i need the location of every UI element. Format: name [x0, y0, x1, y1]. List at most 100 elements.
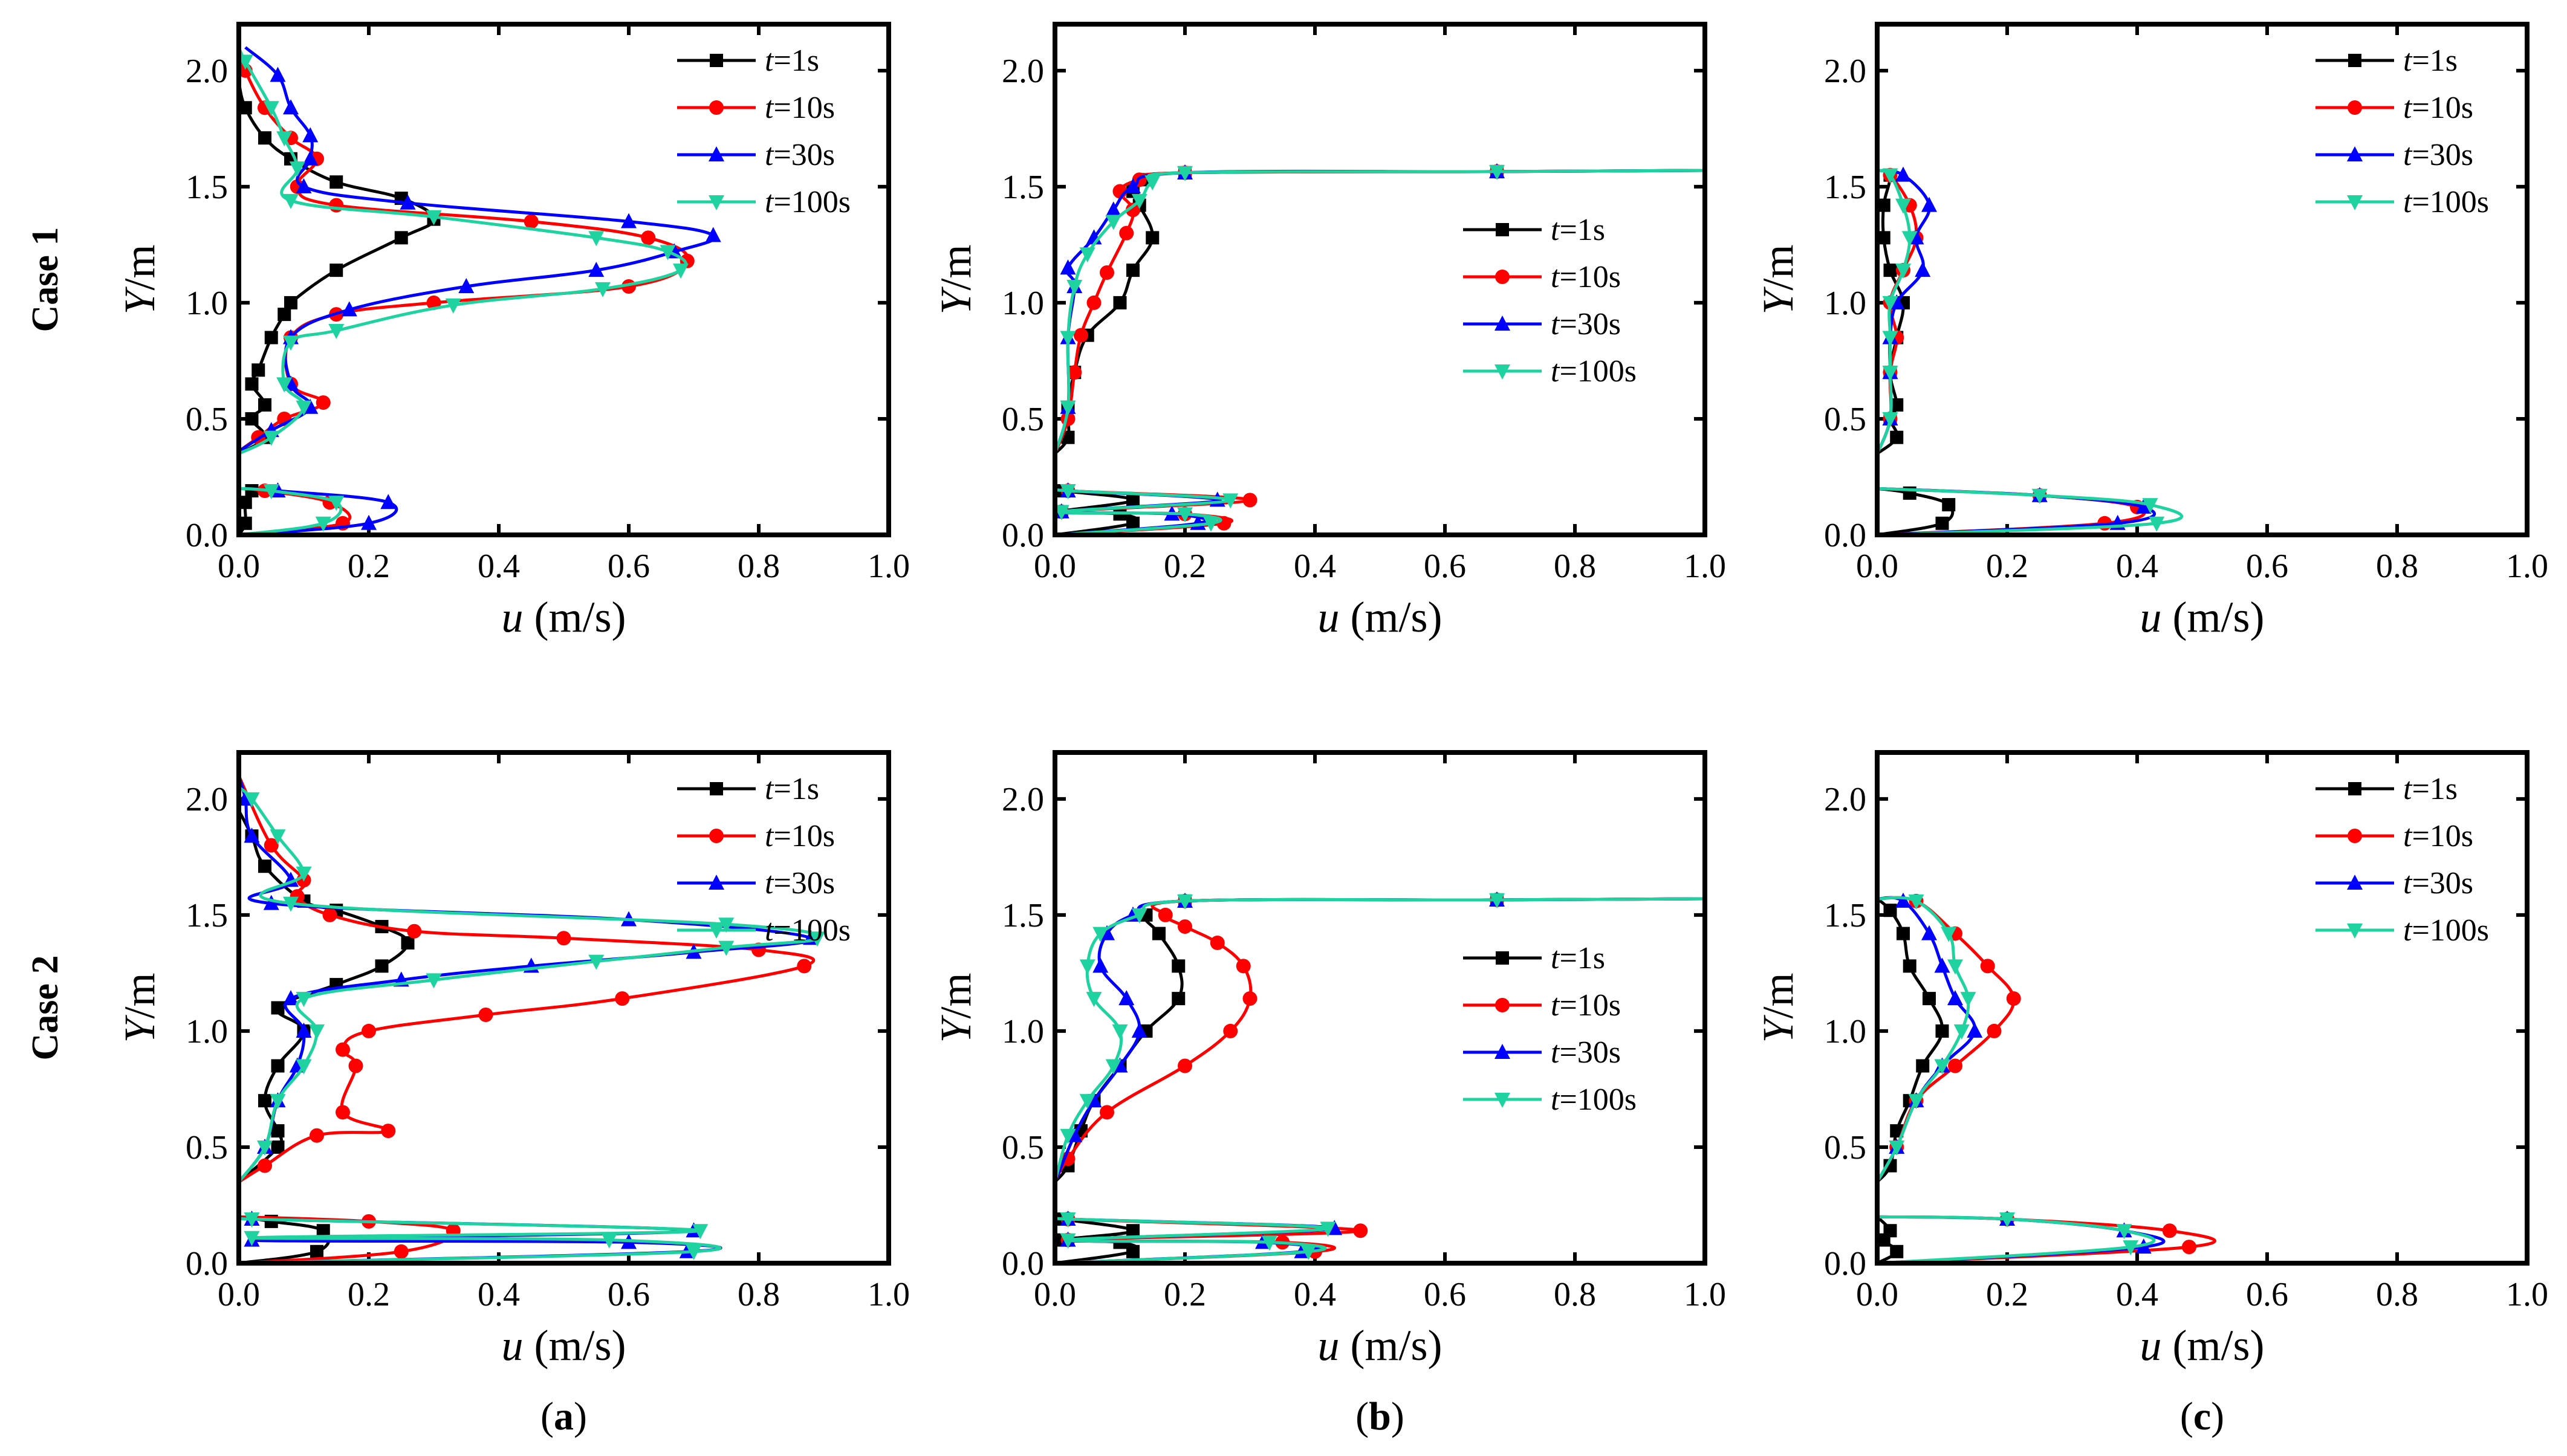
y-tick-label: 0.0	[186, 1245, 228, 1283]
x-tick-label: 0.4	[478, 548, 520, 585]
data-point	[245, 412, 259, 425]
data-point	[1172, 959, 1186, 973]
x-tick-label: 0.6	[1424, 1276, 1466, 1313]
legend-marker	[2348, 782, 2361, 795]
data-point	[1921, 196, 1937, 212]
data-point	[1935, 516, 1949, 530]
data-point	[341, 301, 357, 317]
series-t=100s	[1877, 894, 2156, 1263]
legend-marker	[2347, 195, 2363, 210]
data-point	[2116, 1224, 2132, 1240]
y-tick-label: 2.0	[1002, 781, 1044, 818]
data-point	[296, 866, 312, 882]
data-point	[401, 936, 415, 950]
plot-area	[1055, 891, 1705, 1263]
data-point	[380, 494, 397, 510]
x-tick-label: 0.6	[2246, 548, 2288, 585]
data-point	[478, 1008, 493, 1023]
legend-marker	[709, 100, 724, 115]
data-point	[263, 430, 279, 446]
data-point	[556, 931, 571, 946]
x-tick-label: 0.4	[2116, 548, 2158, 585]
data-point	[1883, 264, 1897, 277]
data-point	[283, 99, 299, 115]
y-tick-label: 0.0	[1824, 1245, 1866, 1283]
legend-label: t=10s	[2403, 91, 2473, 125]
series-line	[239, 47, 690, 453]
legend-item-t=100s: t=100s	[677, 913, 851, 948]
data-point	[276, 131, 293, 147]
legend-marker	[1494, 1093, 1510, 1108]
data-point	[1152, 927, 1166, 940]
data-point	[1203, 516, 1219, 532]
data-point	[1890, 1244, 1904, 1258]
data-point	[271, 1140, 285, 1154]
x-tick-label: 0.2	[1986, 548, 2028, 585]
x-tick-label: 1.0	[1684, 548, 1726, 585]
data-point	[1908, 1094, 1924, 1110]
data-point	[329, 264, 343, 277]
data-point	[296, 992, 312, 1008]
data-point	[1079, 1094, 1095, 1110]
data-point	[258, 1158, 272, 1173]
data-point	[271, 1001, 285, 1015]
data-point	[2162, 1223, 2177, 1238]
data-point	[245, 377, 259, 391]
series-t=30s	[239, 775, 819, 1263]
data-point	[270, 829, 286, 845]
data-point	[322, 907, 337, 922]
data-point	[270, 66, 286, 82]
data-point	[239, 496, 252, 510]
series-t=30s	[1877, 166, 2156, 535]
data-point	[1890, 1124, 1904, 1138]
data-point	[407, 924, 422, 939]
y-axis-title: Y/m	[1754, 244, 1802, 314]
data-point	[1060, 1128, 1076, 1144]
data-point	[1882, 331, 1898, 346]
data-point	[1105, 201, 1121, 217]
data-point	[310, 1128, 324, 1143]
legend-label: t=100s	[2403, 185, 2489, 219]
legend-marker	[710, 782, 723, 795]
data-point	[283, 335, 299, 351]
data-point	[2182, 1240, 2196, 1255]
legend-marker	[709, 924, 724, 939]
plot-frame	[1053, 22, 1707, 537]
data-point	[316, 395, 331, 410]
data-point	[1947, 959, 1963, 975]
legend: t=1s t=10s t=30s t=100s	[1463, 941, 1637, 1117]
data-point	[1882, 412, 1898, 427]
data-point	[1223, 1023, 1238, 1038]
y-tick-label: 1.0	[1002, 1013, 1044, 1050]
data-point	[1146, 231, 1160, 245]
data-point	[1060, 1233, 1076, 1249]
data-point	[1060, 331, 1076, 346]
x-tick-label: 0.4	[1294, 548, 1336, 585]
data-point	[1079, 959, 1095, 975]
legend-item-t=10s: t=10s	[677, 819, 835, 853]
data-point	[1987, 1023, 2002, 1038]
y-tick-label: 0.5	[1824, 401, 1866, 438]
data-point	[1172, 992, 1186, 1006]
data-point	[244, 792, 260, 807]
data-point	[1353, 1223, 1368, 1238]
legend-marker	[2348, 100, 2362, 115]
legend-item-t=10s: t=10s	[677, 91, 835, 125]
legend-label: t=10s	[765, 91, 835, 125]
data-point	[244, 1231, 260, 1246]
x-tick-label: 0.2	[1164, 548, 1206, 585]
y-tick-label: 1.0	[1824, 1013, 1866, 1050]
y-tick-label: 1.5	[1824, 897, 1866, 934]
data-point	[1916, 1059, 1930, 1073]
data-point	[1903, 959, 1916, 973]
series-t=100s	[239, 47, 689, 535]
data-point	[1942, 498, 1956, 512]
data-point	[1125, 178, 1141, 193]
series-line	[1877, 1215, 2156, 1263]
legend-item-t=30s: t=30s	[2315, 866, 2473, 901]
series-line	[239, 47, 688, 455]
data-point	[270, 1094, 286, 1110]
data-point	[705, 227, 721, 242]
data-point	[1144, 175, 1161, 191]
plot-area	[239, 775, 825, 1263]
